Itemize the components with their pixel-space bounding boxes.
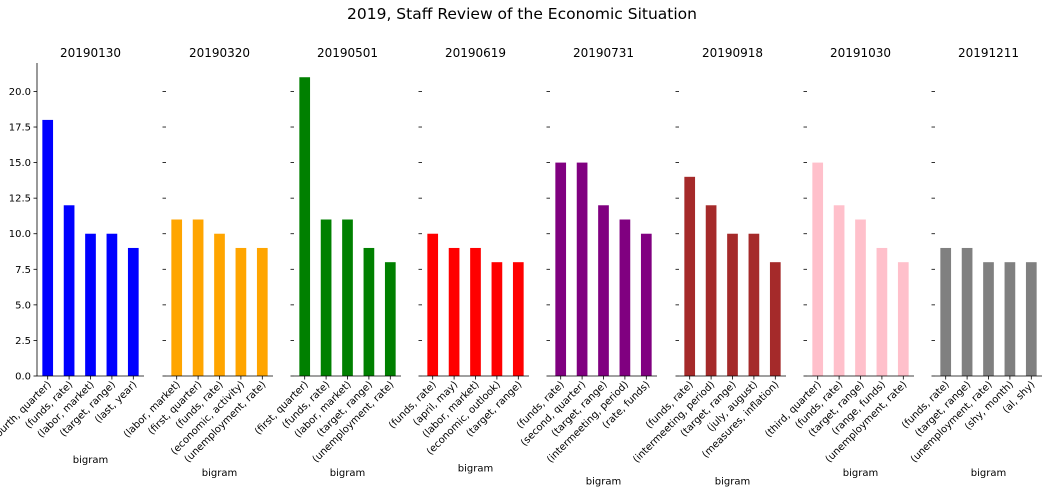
y-tick-label: 17.5 — [9, 123, 31, 134]
bar — [320, 219, 332, 376]
bar — [235, 247, 247, 376]
bar — [1025, 262, 1037, 376]
bar — [812, 162, 824, 376]
bar — [171, 219, 183, 376]
bar — [342, 219, 353, 376]
x-axis-label: bigram — [971, 468, 1006, 479]
bar — [833, 205, 845, 376]
bar — [214, 233, 225, 376]
bar — [491, 262, 503, 376]
bar — [983, 262, 994, 376]
bar — [940, 247, 952, 376]
bar — [876, 247, 888, 376]
subplot-4: 20190731(funds, rate)(second, quarter)(t… — [515, 46, 657, 488]
subplot-title: 20190130 — [60, 46, 121, 60]
bar — [576, 162, 588, 376]
bar — [598, 205, 609, 376]
bar — [512, 262, 524, 376]
subplot-title: 20190918 — [702, 46, 763, 60]
bar — [256, 247, 268, 376]
x-axis-label: bigram — [586, 477, 621, 488]
subplot-title: 20191030 — [830, 46, 891, 60]
subplot-5: 20190918(funds, rate)(intermeeting, peri… — [631, 46, 786, 488]
bar — [961, 247, 973, 376]
x-axis-label: bigram — [715, 477, 750, 488]
figure-title: 2019, Staff Review of the Economic Situa… — [347, 5, 697, 23]
y-tick-label: 2.5 — [15, 336, 31, 347]
bar — [63, 205, 75, 376]
y-tick-label: 10.0 — [9, 229, 31, 240]
bar — [640, 233, 652, 376]
y-tick-label: 20.0 — [9, 87, 31, 98]
y-tick-label: 15.0 — [9, 158, 31, 169]
bar — [684, 176, 696, 376]
bar — [470, 247, 481, 376]
y-tick-label: 5.0 — [15, 300, 31, 311]
subplots: 20190130 0.0 2.5 5.0 7.5 10.0 12.5 15.0 17.5 20.0… — [0, 46, 1042, 488]
x-axis-label: bigram — [73, 455, 108, 466]
bar — [855, 219, 866, 376]
bar — [555, 162, 567, 376]
subplot-2: 20190501(first, quarter)(funds, rate)(la… — [253, 46, 401, 479]
bar — [384, 262, 396, 376]
x-axis-label: bigram — [330, 468, 365, 479]
bar — [299, 77, 311, 377]
y-tick-label: 0.0 — [15, 372, 31, 383]
x-axis-label: bigram — [202, 468, 237, 479]
bar — [769, 262, 781, 376]
bar — [705, 205, 717, 376]
y-tick-label: 12.5 — [9, 194, 31, 205]
subplot-title: 20190619 — [445, 46, 506, 60]
bar — [619, 219, 631, 376]
bar — [748, 233, 760, 376]
bar — [106, 233, 118, 376]
bar — [42, 119, 54, 376]
bar — [448, 247, 460, 376]
bar — [192, 219, 204, 376]
bar — [427, 233, 439, 376]
bar — [127, 247, 139, 376]
subplot-3: 20190619(funds, rate)(april, may)(labor,… — [387, 46, 529, 475]
subplot-7: 20191211(funds, rate)(target, range)(une… — [900, 46, 1042, 479]
x-axis-label: bigram — [458, 464, 493, 475]
subplot-title: 20191211 — [958, 46, 1019, 60]
subplot-title: 20190320 — [189, 46, 250, 60]
subplot-title: 20190731 — [573, 46, 634, 60]
bar — [727, 233, 738, 376]
y-tick-label: 7.5 — [15, 265, 31, 276]
subplot-1: 20190320(labor, market)(first, quarter)(… — [122, 46, 273, 479]
bar — [1004, 262, 1016, 376]
bar — [363, 247, 375, 376]
x-axis-label: bigram — [843, 468, 878, 479]
subplot-title: 20190501 — [317, 46, 378, 60]
subplot-0: 20190130 0.0 2.5 5.0 7.5 10.0 12.5 15.0 17.5 20.0… — [0, 46, 144, 466]
subplot-6: 20191030(third, quarter)(funds, rate)(ta… — [763, 46, 914, 479]
bar — [897, 262, 909, 376]
bar — [85, 233, 96, 376]
